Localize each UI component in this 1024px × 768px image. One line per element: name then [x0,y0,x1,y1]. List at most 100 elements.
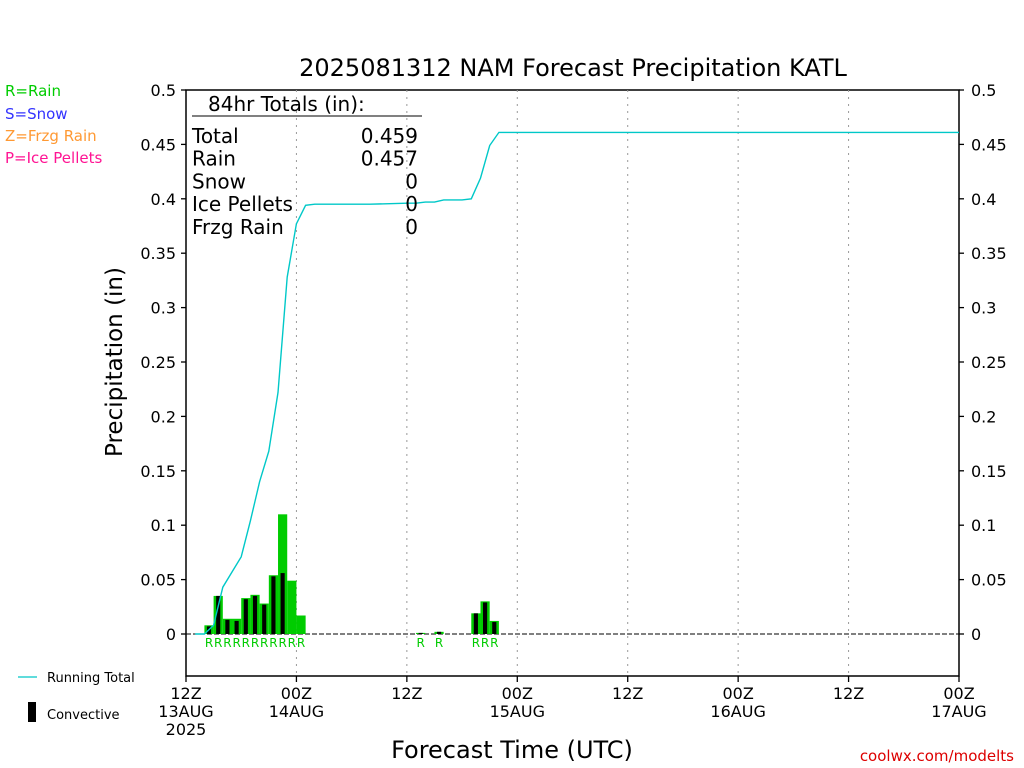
totals-label-4: Frzg Rain [192,215,284,239]
x-tick-label-0-2: 2025 [166,720,207,739]
credit-text: coolwx.com/modelts [860,747,1014,765]
y-tick-label-left-4: 0.2 [151,407,176,426]
x-tick-label-5-1: 16AUG [710,702,765,721]
y-tick-label-right-8: 0.4 [971,190,996,209]
precip-type-marker-10: R [297,636,305,650]
x-tick-label-7-1: 17AUG [931,702,986,721]
y-tick-label-right-3: 0.15 [971,462,1007,481]
convective-bar-12 [436,631,442,634]
precip-type-marker-15: R [490,636,498,650]
y-tick-label-right-1: 0.05 [971,571,1007,590]
totals-label-1: Rain [192,147,236,171]
convective-bar-5 [252,595,258,634]
running-total-legend-label: Running Total [47,671,135,686]
x-tick-label-4-0: 12Z [612,684,643,703]
totals-box: 84hr Totals (in): Total 0.459 Rain 0.457 Sno… [191,92,422,239]
convective-bar-13 [473,613,478,634]
precip-type-marker-1: R [214,636,222,650]
precip-type-marker-6: R [260,636,268,650]
y-tick-label-right-9: 0.45 [971,135,1007,154]
precip-type-legend: R=Rain S=Snow Z=Frzg Rain P=Ice Pellets [5,82,102,167]
gridlines [295,90,850,676]
precip-bar-10 [296,615,306,634]
precip-bar-9 [287,580,297,634]
convective-legend-label: Convective [47,708,120,723]
running-total-line [195,131,959,635]
x-axis-label: Forecast Time (UTC) [391,736,633,764]
convective-bar-6 [262,604,267,634]
y-tick-label-left-6: 0.3 [151,299,176,318]
precip-type-marker-7: R [269,636,277,650]
precip-type-marker-9: R [288,636,296,650]
y-tick-label-left-1: 0.05 [140,571,176,590]
totals-label-0: Total [191,124,239,148]
precip-type-marker-2: R [223,636,231,650]
precip-type-marker-0: R [205,636,213,650]
convective-bar-1 [216,595,221,634]
totals-label-2: Snow [192,169,246,193]
y-tick-label-left-8: 0.4 [151,190,176,209]
x-tick-label-5-0: 00Z [722,684,753,703]
y-tick-label-left-2: 0.1 [151,516,176,535]
y-tick-label-right-7: 0.35 [971,244,1007,263]
totals-label-3: Ice Pellets [192,192,293,216]
y-tick-label-right-10: 0.5 [971,81,996,100]
chart-title: 2025081312 NAM Forecast Precipitation KA… [299,54,847,82]
x-tick-label-0-0: 12Z [170,684,201,703]
y-tick-label-left-5: 0.25 [140,353,176,372]
precip-type-marker-13: R [472,636,480,650]
precip-type-marker-8: R [278,636,286,650]
y-tick-label-left-7: 0.35 [140,244,176,263]
series-legend: Running Total Convective [18,671,135,723]
precip-type-marker-4: R [242,636,250,650]
legend-frzg-rain: Z=Frzg Rain [5,127,97,145]
precip-type-marker-3: R [232,636,240,650]
x-tick-label-3-1: 15AUG [490,702,545,721]
y-ticks-right: 0 0.05 0.1 0.15 0.2 0.25 0.3 0.35 0.4 0.45 0.5 [959,81,1007,644]
convective-bar-4 [243,599,248,634]
y-tick-label-right-6: 0.3 [971,299,996,318]
y-tick-label-left-9: 0.45 [140,135,176,154]
y-tick-label-left-0: 0 [166,625,176,644]
convective-bar-11 [418,632,423,634]
y-ticks-left: 0 0.05 0.1 0.15 0.2 0.25 0.3 0.35 0.4 0.45 0.5 [140,81,186,644]
y-tick-label-left-10: 0.5 [151,81,176,100]
totals-value-3: 0 [405,192,418,216]
convective-bar-7 [271,576,276,634]
convective-bar-15 [492,622,497,634]
precip-type-marker-12: R [435,636,443,650]
convective-bar-2 [225,619,230,634]
x-tick-label-7-0: 00Z [943,684,974,703]
y-tick-label-right-5: 0.25 [971,353,1007,372]
y-tick-label-left-3: 0.15 [140,462,176,481]
x-tick-label-3-0: 00Z [502,684,533,703]
convective-legend-swatch [28,702,36,722]
totals-value-1: 0.457 [361,147,418,171]
plot-frame [185,89,960,677]
legend-snow: S=Snow [5,105,68,123]
x-tick-label-6-0: 12Z [833,684,864,703]
precip-type-marker-14: R [481,636,489,650]
x-tick-label-1-1: 14AUG [269,702,324,721]
legend-ice-pellets: P=Ice Pellets [5,149,102,167]
y-tick-label-right-0: 0 [971,625,981,644]
totals-value-2: 0 [405,169,418,193]
y-tick-label-right-2: 0.1 [971,516,996,535]
x-tick-label-0-1: 13AUG [158,702,213,721]
y-tick-label-right-4: 0.2 [971,407,996,426]
convective-bar-14 [483,602,488,634]
totals-value-4: 0 [405,215,418,239]
precip-type-marker-11: R [416,636,424,650]
precip-bars [204,514,499,634]
convective-bar-8 [280,573,285,634]
y-axis-label: Precipitation (in) [102,267,128,457]
totals-header: 84hr Totals (in): [208,92,365,116]
convective-bar-3 [234,620,239,634]
x-tick-label-2-0: 12Z [391,684,422,703]
totals-value-0: 0.459 [361,124,418,148]
legend-rain: R=Rain [5,82,61,100]
x-tick-label-1-0: 00Z [281,684,312,703]
